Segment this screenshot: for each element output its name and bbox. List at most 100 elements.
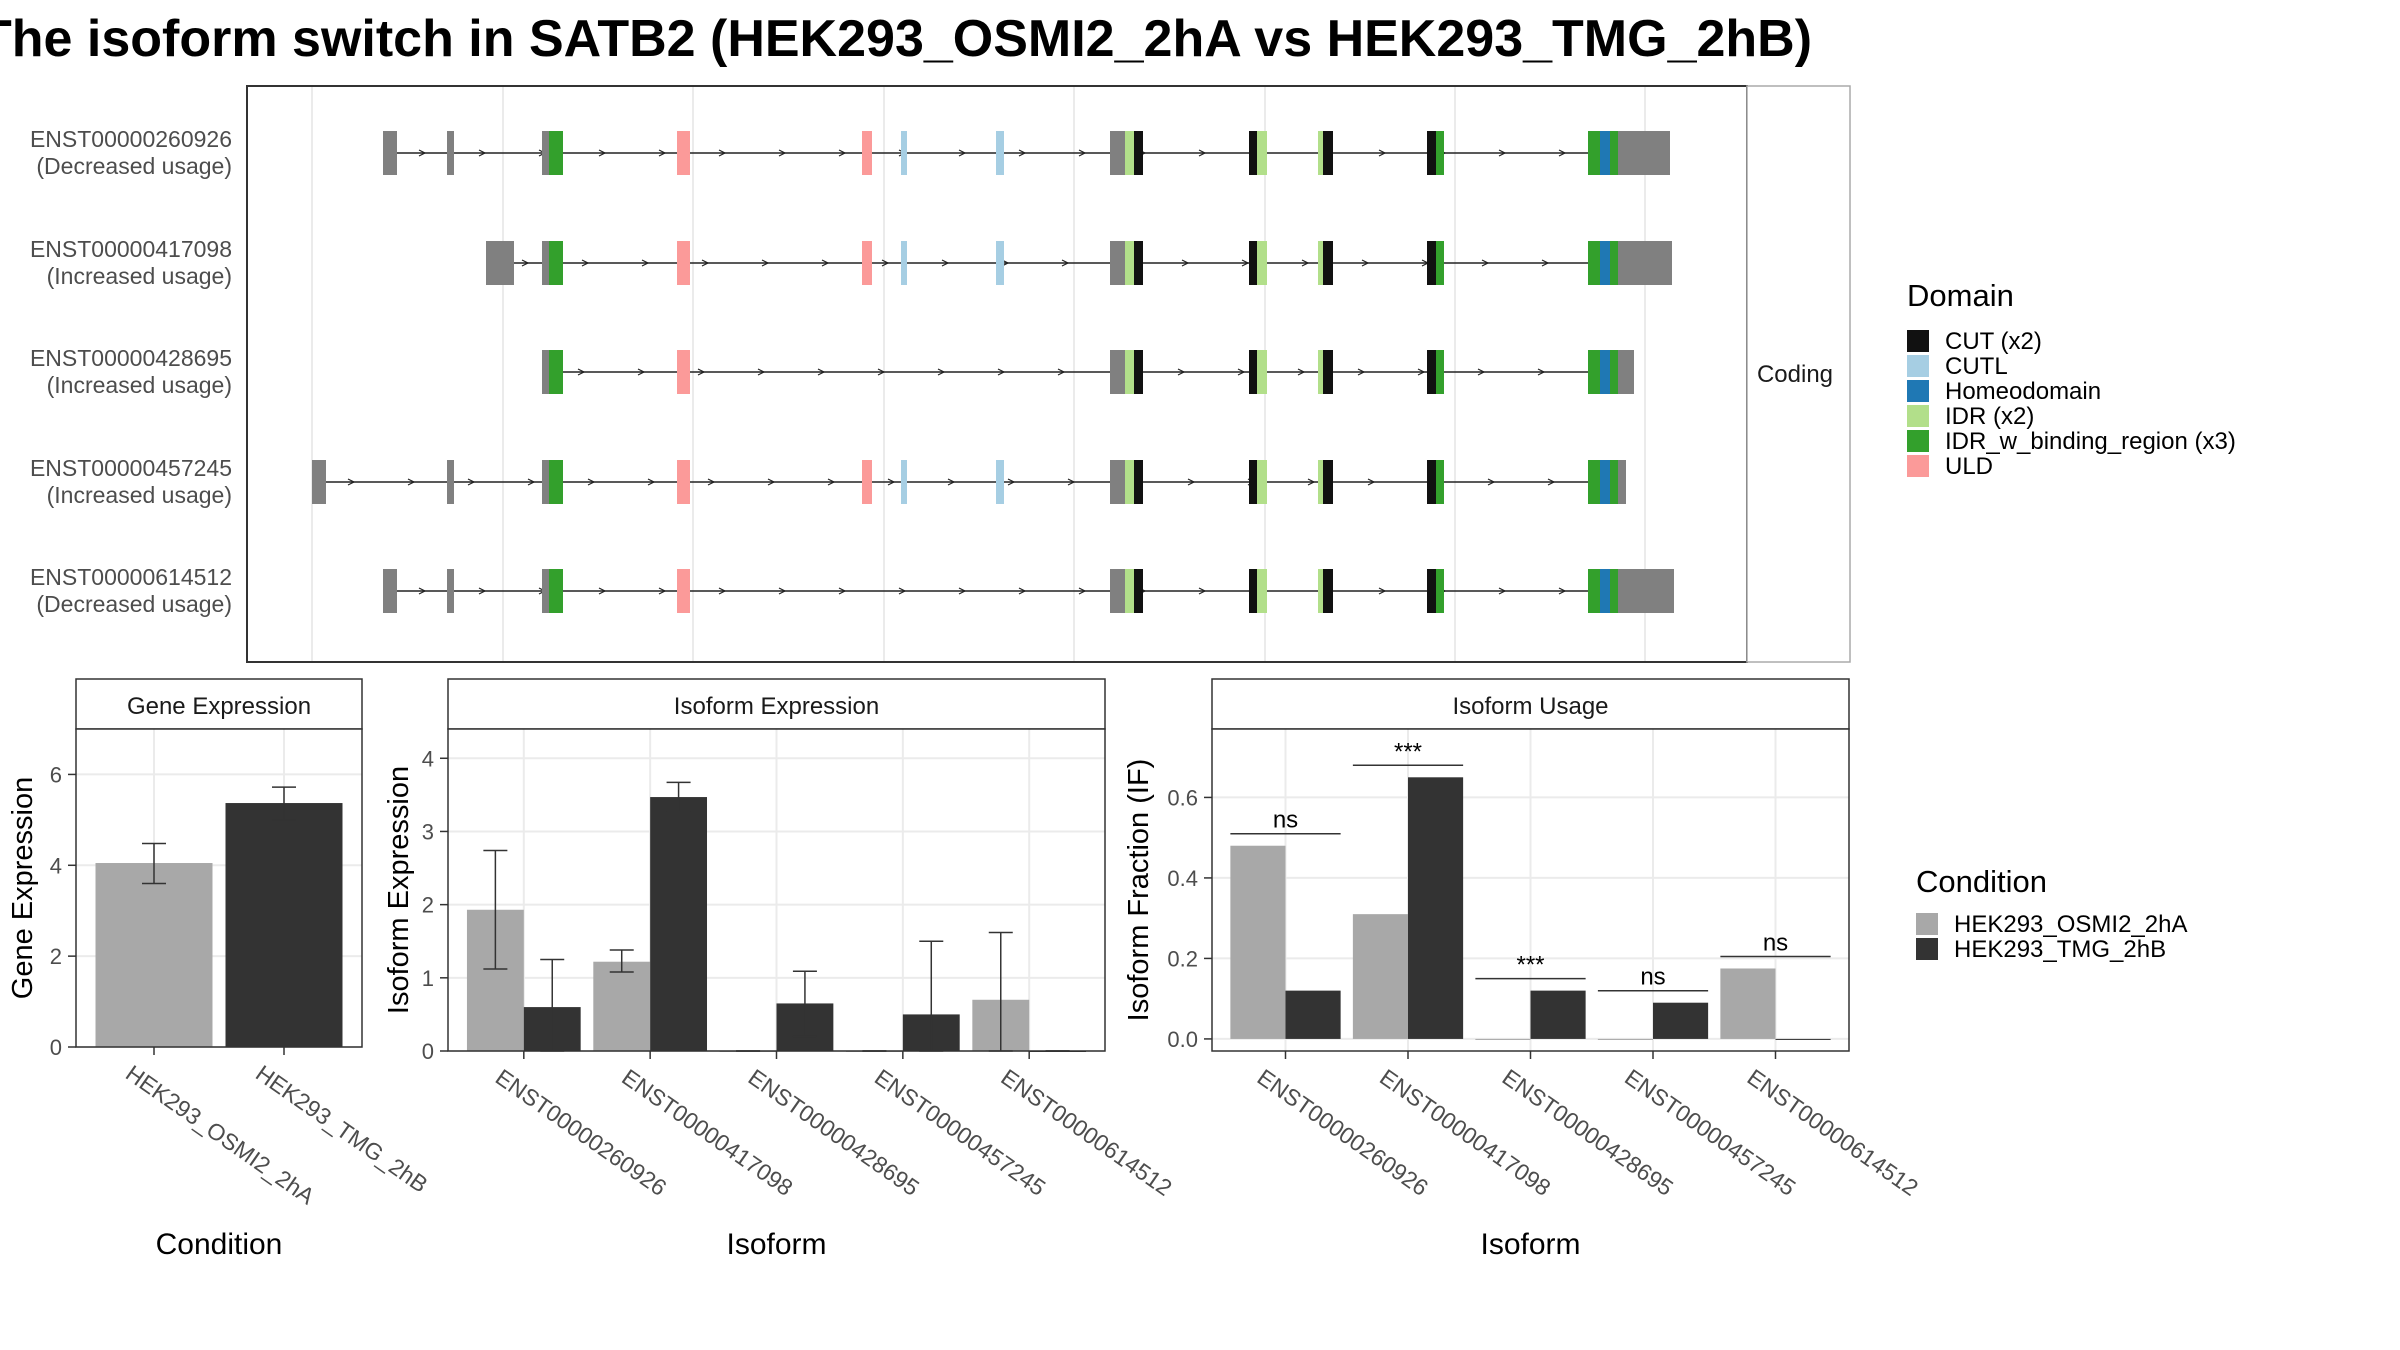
y-tick-label: 0.4 xyxy=(1167,866,1198,891)
bar xyxy=(650,797,708,1051)
y-axis-title: Gene Expression xyxy=(7,777,39,999)
domain-idr-w-binding-region xyxy=(549,241,563,285)
strand-arrow xyxy=(1477,368,1486,376)
x-axis-title: Isoform xyxy=(726,1228,826,1261)
domain-uld xyxy=(677,350,690,394)
domain-idr xyxy=(1318,131,1323,175)
utr-exon xyxy=(1618,241,1672,285)
domain-cut xyxy=(1323,241,1333,285)
strand-arrow xyxy=(658,149,667,157)
domain-cut xyxy=(1134,241,1143,285)
y-tick-label: 0.2 xyxy=(1167,946,1198,971)
strand-arrow xyxy=(1367,478,1376,486)
structure-panel-frame xyxy=(246,85,1748,663)
domain-idr xyxy=(1257,241,1267,285)
bar xyxy=(225,803,343,1047)
domain-idr-w-binding-region xyxy=(549,460,563,504)
domain-idr-w-binding-region xyxy=(1610,241,1618,285)
strand-arrow xyxy=(1057,368,1066,376)
domain-idr-w-binding-region xyxy=(1588,460,1600,504)
y-tick-label: 0.6 xyxy=(1167,785,1198,810)
domain-legend-label: IDR_w_binding_region (x3) xyxy=(1945,428,2236,455)
isoform-usage-label: (Increased usage) xyxy=(47,263,232,289)
utr-exon xyxy=(1618,460,1626,504)
strand-arrow xyxy=(521,259,530,267)
panel-strip xyxy=(447,678,1106,730)
isoform-id-label: ENST00000428695 xyxy=(30,345,232,371)
strand-arrow xyxy=(1237,368,1246,376)
bar xyxy=(1530,990,1586,1039)
strand-arrow xyxy=(757,368,766,376)
bar xyxy=(1775,1038,1831,1040)
domain-idr-w-binding-region xyxy=(1610,569,1618,613)
strand-arrow xyxy=(838,587,847,595)
strand-arrow xyxy=(1181,259,1190,267)
bar xyxy=(1720,968,1776,1039)
isoform-row: ENST00000457245(Increased usage) xyxy=(30,455,1626,508)
significance-label: *** xyxy=(1394,738,1422,765)
domain-idr xyxy=(1318,350,1323,394)
significance-label: ns xyxy=(1763,929,1788,956)
domain-legend-swatch xyxy=(1907,430,1929,452)
condition-legend-label: HEK293_OSMI2_2hA xyxy=(1954,911,2187,938)
strand-arrow xyxy=(1498,587,1507,595)
domain-idr xyxy=(1257,569,1267,613)
panel-strip-label: Gene Expression xyxy=(127,693,311,720)
domain-legend-swatch xyxy=(1907,455,1929,477)
strand-arrow xyxy=(1378,587,1387,595)
utr-exon xyxy=(447,460,454,504)
domain-cut xyxy=(1134,350,1143,394)
domain-legend-label: IDR (x2) xyxy=(1945,403,2034,430)
condition-legend-swatch xyxy=(1916,913,1938,935)
domain-idr-w-binding-region xyxy=(1610,460,1618,504)
domain-cut xyxy=(1323,569,1333,613)
isoform-usage-label: (Increased usage) xyxy=(47,482,232,508)
utr-exon xyxy=(542,569,549,613)
panel-strip-label: Isoform Expression xyxy=(674,693,879,720)
strand-arrow xyxy=(898,587,907,595)
domain-idr-w-binding-region xyxy=(549,131,563,175)
domain-idr-w-binding-region xyxy=(549,350,563,394)
strand-arrow xyxy=(577,368,586,376)
strand-arrow xyxy=(1067,478,1076,486)
panel-strip-label: Isoform Usage xyxy=(1452,693,1608,720)
facet-label: Coding xyxy=(1757,361,1833,388)
strand-arrow xyxy=(1198,587,1207,595)
domain-idr xyxy=(1318,569,1323,613)
y-tick-label: 1 xyxy=(422,966,434,991)
strand-arrow xyxy=(817,368,826,376)
strand-arrow xyxy=(1378,149,1387,157)
domain-legend-swatch xyxy=(1907,380,1929,402)
y-tick-label: 3 xyxy=(422,819,434,844)
strand-arrow xyxy=(767,478,776,486)
isoform-usage-label: (Decreased usage) xyxy=(36,591,232,617)
strand-arrow xyxy=(887,478,896,486)
strand-arrow xyxy=(647,478,656,486)
strand-arrow xyxy=(1061,259,1070,267)
domain-cut xyxy=(1249,131,1257,175)
bar xyxy=(1285,990,1341,1039)
bar xyxy=(1352,914,1408,1039)
strand-arrow xyxy=(1198,149,1207,157)
strand-arrow xyxy=(478,587,487,595)
utr-exon xyxy=(1618,569,1674,613)
strand-arrow xyxy=(587,478,596,486)
strand-arrow xyxy=(418,587,427,595)
condition-legend-swatch xyxy=(1916,938,1938,960)
strand-arrow xyxy=(947,478,956,486)
isoform-id-label: ENST00000417098 xyxy=(30,236,232,262)
strand-arrow xyxy=(637,368,646,376)
strand-arrow xyxy=(941,259,950,267)
y-tick-label: 4 xyxy=(422,746,434,771)
domain-idr xyxy=(1125,350,1134,394)
domain-idr-w-binding-region xyxy=(1436,241,1444,285)
strand-arrow xyxy=(997,368,1006,376)
y-tick-label: 4 xyxy=(50,853,62,878)
coding-exon xyxy=(1110,131,1125,175)
domain-idr-w-binding-region xyxy=(1436,569,1444,613)
bar xyxy=(1230,845,1286,1039)
isoform-id-label: ENST00000614512 xyxy=(30,564,232,590)
bar xyxy=(1653,1002,1709,1039)
